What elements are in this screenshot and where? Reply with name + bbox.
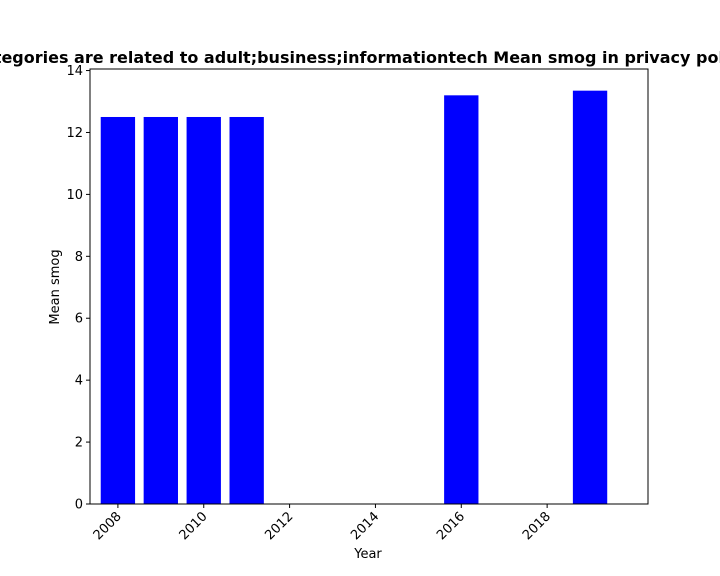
bar-2019	[572, 90, 608, 505]
y-axis-label: Mean smog	[48, 249, 63, 324]
x-tick-label: 2014	[348, 509, 382, 543]
y-axis: 0 2 4 6 8 10 12 14	[66, 64, 90, 513]
bars-group	[100, 90, 608, 505]
x-axis: 2008 2010 2012 2014 2016 2018	[91, 504, 554, 543]
y-tick-label: 10	[66, 188, 83, 203]
bar-2008	[100, 116, 136, 505]
x-tick-label: 2018	[520, 509, 554, 543]
bar-2011	[229, 116, 264, 505]
x-tick-label: 2016	[434, 509, 468, 543]
bar-2016	[444, 95, 479, 504]
plot-frame	[89, 68, 649, 505]
chart-title: Categories are related to adult;business…	[0, 48, 720, 67]
x-tick-label: 2008	[91, 509, 125, 543]
bar-2010	[186, 116, 221, 505]
y-tick-label: 8	[75, 250, 83, 265]
y-tick-label: 12	[66, 126, 83, 141]
x-tick-label: 2010	[177, 509, 211, 543]
bar-2009	[143, 116, 178, 505]
y-tick-label: 4	[75, 374, 83, 389]
y-tick-label: 0	[75, 498, 83, 513]
x-tick-label: 2012	[262, 509, 296, 543]
y-tick-label: 2	[75, 436, 83, 451]
y-tick-label: 6	[75, 312, 83, 327]
y-tick-label: 14	[66, 64, 83, 79]
x-axis-label: Year	[353, 547, 382, 562]
